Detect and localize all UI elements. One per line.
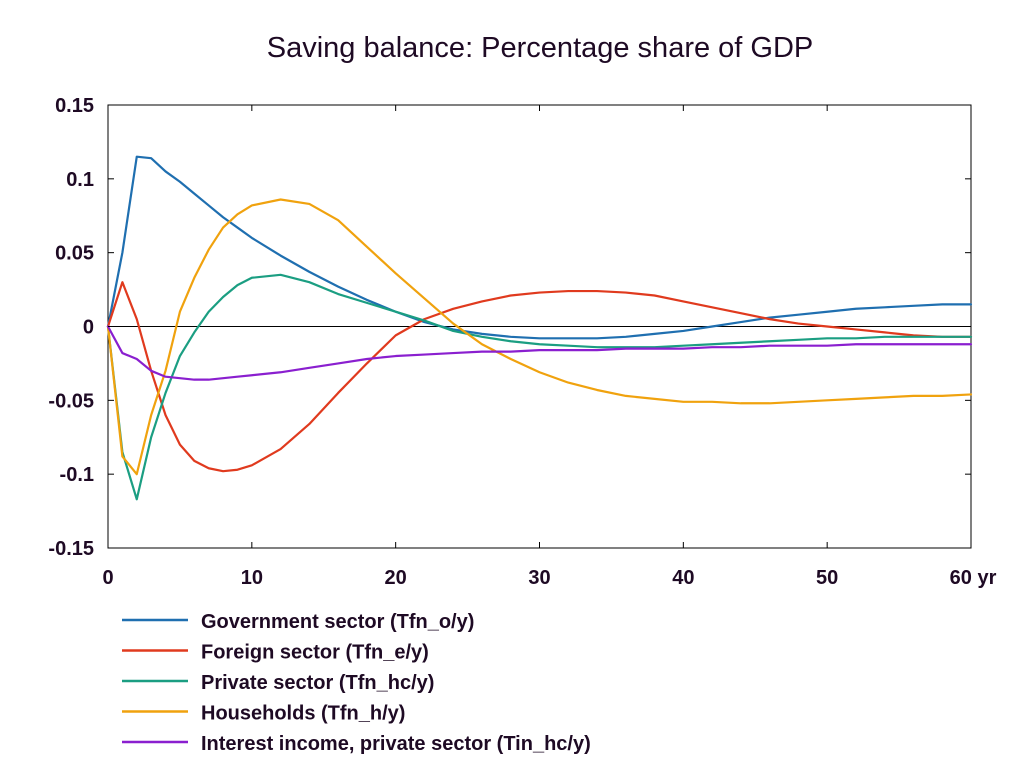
y-tick-label: 0.15 [55,95,94,117]
y-tick-label: 0.05 [55,243,94,265]
x-axis: 0 10 20 30 40 50 60 yr [102,105,997,589]
series-line-4 [106,198,973,476]
y-tick-label: -0.15 [48,538,94,560]
legend-label: Interest income, private sector (Tin_hc/… [201,733,591,755]
y-tick-label: -0.1 [60,464,94,486]
series-lines [106,155,973,501]
legend-label: Households (Tfn_h/y) [201,703,405,725]
x-tick-label: 50 [816,567,838,589]
x-tick-label: 10 [241,567,263,589]
legend-label: Private sector (Tfn_hc/y) [201,672,434,694]
x-tick-label: 0 [102,567,113,589]
x-tick-label: 60 yr [950,567,997,589]
legend: Government sector (Tfn_o/y) Foreign secto… [122,611,591,755]
legend-label: Government sector (Tfn_o/y) [201,611,474,633]
x-tick-label: 20 [385,567,407,589]
y-tick-label: -0.05 [48,390,94,412]
y-tick-label: 0 [83,317,94,339]
series-line-3 [106,273,973,501]
series-line-1 [106,155,973,340]
series-line-5 [106,325,973,381]
y-axis: 0.15 0.1 0.05 0 -0.05 -0.1 -0.15 [48,95,971,560]
series-line-2 [106,281,973,473]
x-tick-label: 40 [672,567,694,589]
chart-title: Saving balance: Percentage share of GDP [266,32,814,64]
x-tick-label: 30 [528,567,550,589]
legend-label: Foreign sector (Tfn_e/y) [201,642,429,664]
y-tick-label: 0.1 [66,169,94,191]
